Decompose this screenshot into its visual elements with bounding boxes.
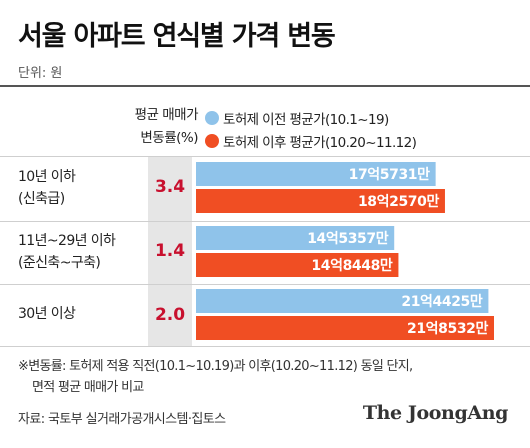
unit-label: 단위: 원 [18,66,63,81]
legend-item-before: 토허제 이전 평균가(10.1~19) [205,108,389,128]
bar-label-new-before: 17억5731만 [349,167,431,183]
rate-value-old: 2.0 [154,305,186,325]
legend-item-after: 토허제 이후 평균가(10.20~11.12) [205,131,417,151]
rate-value-new: 3.4 [154,177,186,197]
group-label-mid-line2: (준신축~구축) [18,255,101,271]
source-text: 자료: 국토부 실거래가공개시스템·집토스 [18,412,226,427]
group-label-old-line1: 30년 이상 [18,306,76,322]
legend-dot-before [205,111,219,125]
rule-row-2 [0,284,530,285]
bar-old-after [196,316,494,340]
top-rule [0,85,530,87]
bar-label-mid-after: 14억8448만 [311,258,393,274]
legend-heading: 평균 매매가 변동률(%) [92,104,199,150]
group-label-mid: 11년~29년 이하 (준신축~구축) [18,230,116,274]
bar-old-before [196,289,489,313]
rate-value-mid: 1.4 [154,241,186,261]
rule-row-1 [0,221,530,222]
bar-mid-before [196,226,395,250]
legend-label-after: 토허제 이후 평균가(10.20~11.12) [223,135,417,151]
legend-dot-after [205,134,219,148]
footnote-line1: ※변동률: 토허제 적용 직전(10.1~10.19)과 이후(10.20~11… [18,359,413,374]
group-label-new-line1: 10년 이하 [18,169,76,185]
bar-new-after [196,189,445,213]
rule-bottom [0,346,530,347]
bar-label-old-after: 21억8532만 [407,321,489,337]
rate-column [148,157,192,347]
bar-label-mid-before: 14억5357만 [307,231,389,247]
legend-heading-rate: 변동률(%) [140,130,198,146]
legend-label-before: 토허제 이전 평균가(10.1~19) [223,112,389,128]
bar-label-new-after: 18억2570만 [358,194,440,210]
bar-mid-after [196,253,399,277]
group-label-new: 10년 이하 (신축급) [18,166,76,210]
rule-legend [0,156,530,157]
chart-title: 서울 아파트 연식별 가격 변동 [18,21,336,52]
footnote-line2: 면적 평균 매매가 비교 [32,380,144,395]
group-label-new-line2: (신축급) [18,191,65,207]
bar-label-old-before: 21억4425만 [401,294,483,310]
footnote: ※변동률: 토허제 적용 직전(10.1~10.19)과 이후(10.20~11… [18,356,413,398]
legend-heading-price: 평균 매매가 [134,107,199,123]
joongang-logo: The JoongAng [362,402,509,424]
bar-new-before [196,162,436,186]
group-label-old: 30년 이상 [18,303,76,325]
group-label-mid-line1: 11년~29년 이하 [18,233,116,249]
